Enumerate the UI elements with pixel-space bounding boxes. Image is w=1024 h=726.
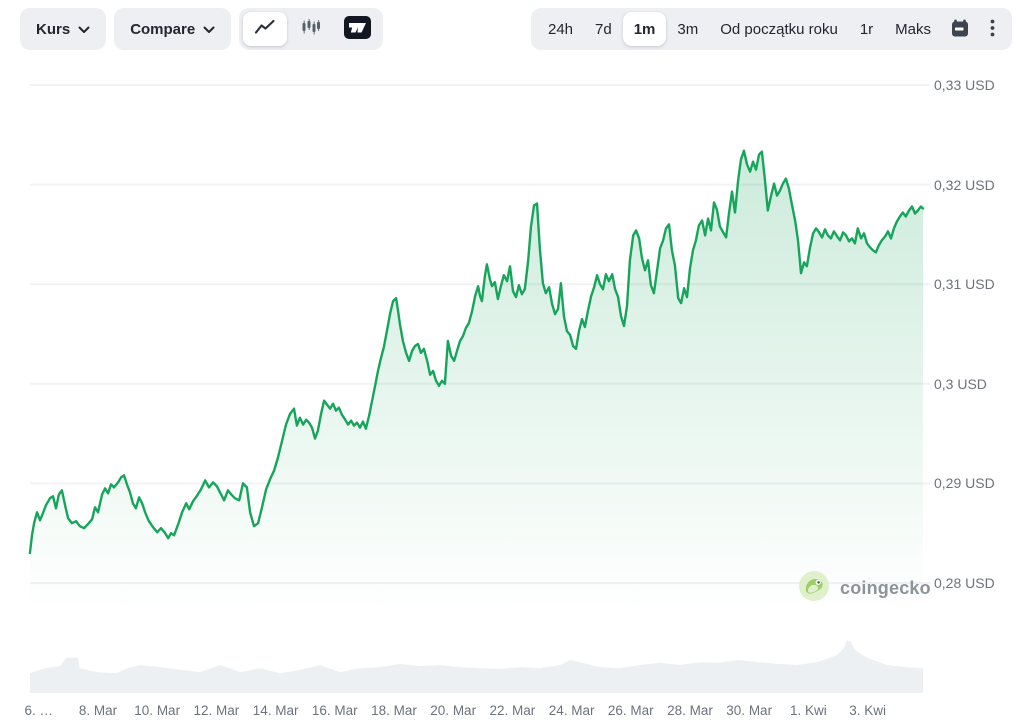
- chevron-down-icon: [203, 21, 215, 38]
- time-range-selector: 24h 7d 1m 3m Od początku roku 1r Maks: [531, 8, 1012, 50]
- date-axis-label: 26. Mar: [607, 703, 654, 718]
- date-axis-label: 24. Mar: [548, 703, 595, 718]
- kurs-dropdown-label: Kurs: [36, 20, 71, 38]
- price-line: [28, 149, 925, 555]
- price-area-fill: [29, 150, 923, 612]
- more-options-button[interactable]: [978, 12, 1006, 46]
- range-maks-button[interactable]: Maks: [884, 12, 942, 46]
- kebab-menu-icon: [990, 19, 995, 40]
- range-3m-button[interactable]: 3m: [666, 12, 709, 46]
- range-24h-button[interactable]: 24h: [537, 12, 584, 46]
- tradingview-icon: [343, 15, 371, 43]
- line-chart-icon: [254, 19, 276, 39]
- coingecko-wordmark: coingecko: [840, 578, 931, 598]
- compare-dropdown[interactable]: Compare: [114, 8, 232, 50]
- line-chart-toggle[interactable]: [243, 12, 288, 46]
- date-axis-label: 28. Mar: [667, 703, 713, 718]
- date-axis-label: 10. Mar: [134, 703, 181, 718]
- date-axis-label: 16. Mar: [311, 703, 358, 718]
- price-axis-label: 0,32 USD: [934, 176, 995, 193]
- date-axis-label: 3. Kwi: [849, 703, 886, 718]
- price-axis-label: 0,31 USD: [934, 276, 995, 293]
- date-axis-label: 12. Mar: [193, 703, 240, 718]
- coingecko-watermark: coingecko: [798, 570, 931, 607]
- toolbar-right-group: 24h 7d 1m 3m Od początku roku 1r Maks: [531, 8, 1012, 50]
- calendar-icon: [950, 18, 970, 41]
- date-axis-label: 30. Mar: [726, 703, 773, 718]
- date-axis-label: 18. Mar: [371, 703, 417, 718]
- candlestick-chart-icon: [301, 18, 321, 40]
- candlestick-chart-toggle[interactable]: [289, 12, 333, 46]
- date-picker-button[interactable]: [942, 12, 978, 46]
- price-axis-label: 0,28 USD: [934, 575, 995, 591]
- date-axis-label: 20. Mar: [430, 703, 477, 718]
- date-axis-label: 22. Mar: [489, 703, 536, 718]
- range-7d-button[interactable]: 7d: [584, 12, 623, 46]
- date-axis-label: 1. Kwi: [790, 703, 827, 718]
- date-axis-label: 14. Mar: [252, 703, 299, 718]
- kurs-dropdown[interactable]: Kurs: [20, 8, 107, 50]
- toolbar-left-group: Kurs Compare: [20, 8, 384, 50]
- date-axis-label: 6. …: [24, 703, 54, 718]
- tradingview-chart-toggle[interactable]: [335, 12, 379, 46]
- price-axis-label: 0,29 USD: [934, 475, 995, 492]
- compare-dropdown-label: Compare: [130, 20, 196, 38]
- chart-toolbar: Kurs Compare: [0, 8, 1024, 50]
- chevron-down-icon: [78, 21, 90, 38]
- volume-area: [29, 640, 923, 693]
- chart-type-segmented-control: [239, 8, 384, 50]
- coingecko-gecko-icon: [798, 570, 830, 607]
- range-1m-button[interactable]: 1m: [622, 12, 667, 46]
- price-axis-label: 0,33 USD: [934, 77, 995, 93]
- range-ytd-button[interactable]: Od początku roku: [709, 12, 849, 46]
- date-axis-label: 8. Mar: [78, 703, 118, 718]
- range-1r-button[interactable]: 1r: [849, 12, 884, 46]
- price-axis-label: 0,3 USD: [934, 375, 987, 392]
